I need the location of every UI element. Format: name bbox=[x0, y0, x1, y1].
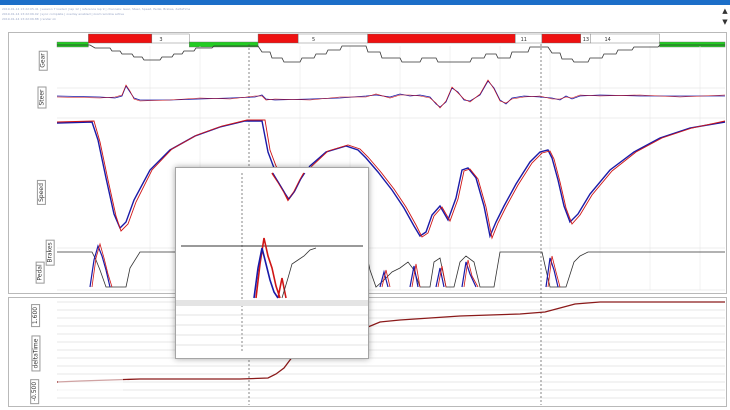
steer-trace-reference bbox=[56, 80, 725, 108]
log-line: 2019-01-14 13:22:06.88 | render ok bbox=[2, 17, 56, 21]
track-segment bbox=[151, 33, 190, 44]
track-segment-label: 5 bbox=[312, 37, 315, 43]
track-segment bbox=[56, 41, 89, 48]
zoom-speed-reference bbox=[272, 172, 306, 200]
channel-label-pedal: Pedal bbox=[35, 261, 45, 284]
grid-lines bbox=[57, 46, 725, 399]
track-segment bbox=[659, 41, 726, 48]
channel-label-brakes: Brakes bbox=[45, 239, 55, 266]
zoom-brake-reference bbox=[253, 247, 279, 299]
track-segment bbox=[88, 33, 153, 44]
throttle-trace bbox=[57, 251, 725, 288]
speed-trace-reference bbox=[56, 120, 726, 239]
track-segment-label: 11 bbox=[521, 37, 527, 43]
log-line: 2019-01-14 13:22:05.41 | session 7 loade… bbox=[2, 7, 191, 11]
scroll-up-icon[interactable]: ▲ bbox=[722, 7, 728, 15]
zoom-brake-current bbox=[255, 237, 287, 299]
track-segment-label: 3 bbox=[159, 37, 162, 43]
channel-label-speed: Speed bbox=[36, 180, 46, 205]
delta-scale-max: 1.600 bbox=[31, 303, 41, 328]
channel-label-steer: Steer bbox=[37, 86, 47, 109]
zoom-separator bbox=[176, 300, 368, 306]
channel-label-gear: Gear bbox=[38, 50, 48, 71]
steer-trace-current bbox=[56, 79, 726, 109]
zoom-plot bbox=[176, 172, 368, 353]
track-segment-label: 13 bbox=[583, 37, 589, 43]
delta-scale-min: -0.500 bbox=[30, 378, 40, 405]
log-line: 2019-01-14 13:22:06.02 | sync complete |… bbox=[2, 12, 124, 16]
gear-trace bbox=[57, 44, 725, 63]
zoom-speed-current bbox=[271, 172, 305, 202]
track-segment bbox=[541, 33, 581, 44]
channel-label-deltatime: deltaTime bbox=[31, 335, 41, 372]
title-bar bbox=[0, 0, 730, 5]
zoom-throttle-trace bbox=[281, 247, 317, 299]
track-segment bbox=[189, 41, 259, 48]
speed-trace-current bbox=[56, 119, 726, 240]
zoom-inset[interactable] bbox=[175, 167, 369, 359]
track-segment bbox=[590, 33, 660, 44]
track-segment bbox=[297, 33, 368, 44]
track-segment-label: 14 bbox=[604, 37, 610, 43]
track-segment bbox=[257, 33, 299, 44]
log-area: 2019-01-14 13:22:05.41 | session 7 loade… bbox=[2, 7, 702, 25]
scroll-down-icon[interactable]: ▼ bbox=[722, 18, 728, 26]
track-segment bbox=[367, 33, 516, 44]
track-segment-bar: 3 5 11 13 14 bbox=[56, 33, 726, 48]
track-segment bbox=[515, 33, 543, 44]
overlay-fade bbox=[58, 375, 123, 393]
